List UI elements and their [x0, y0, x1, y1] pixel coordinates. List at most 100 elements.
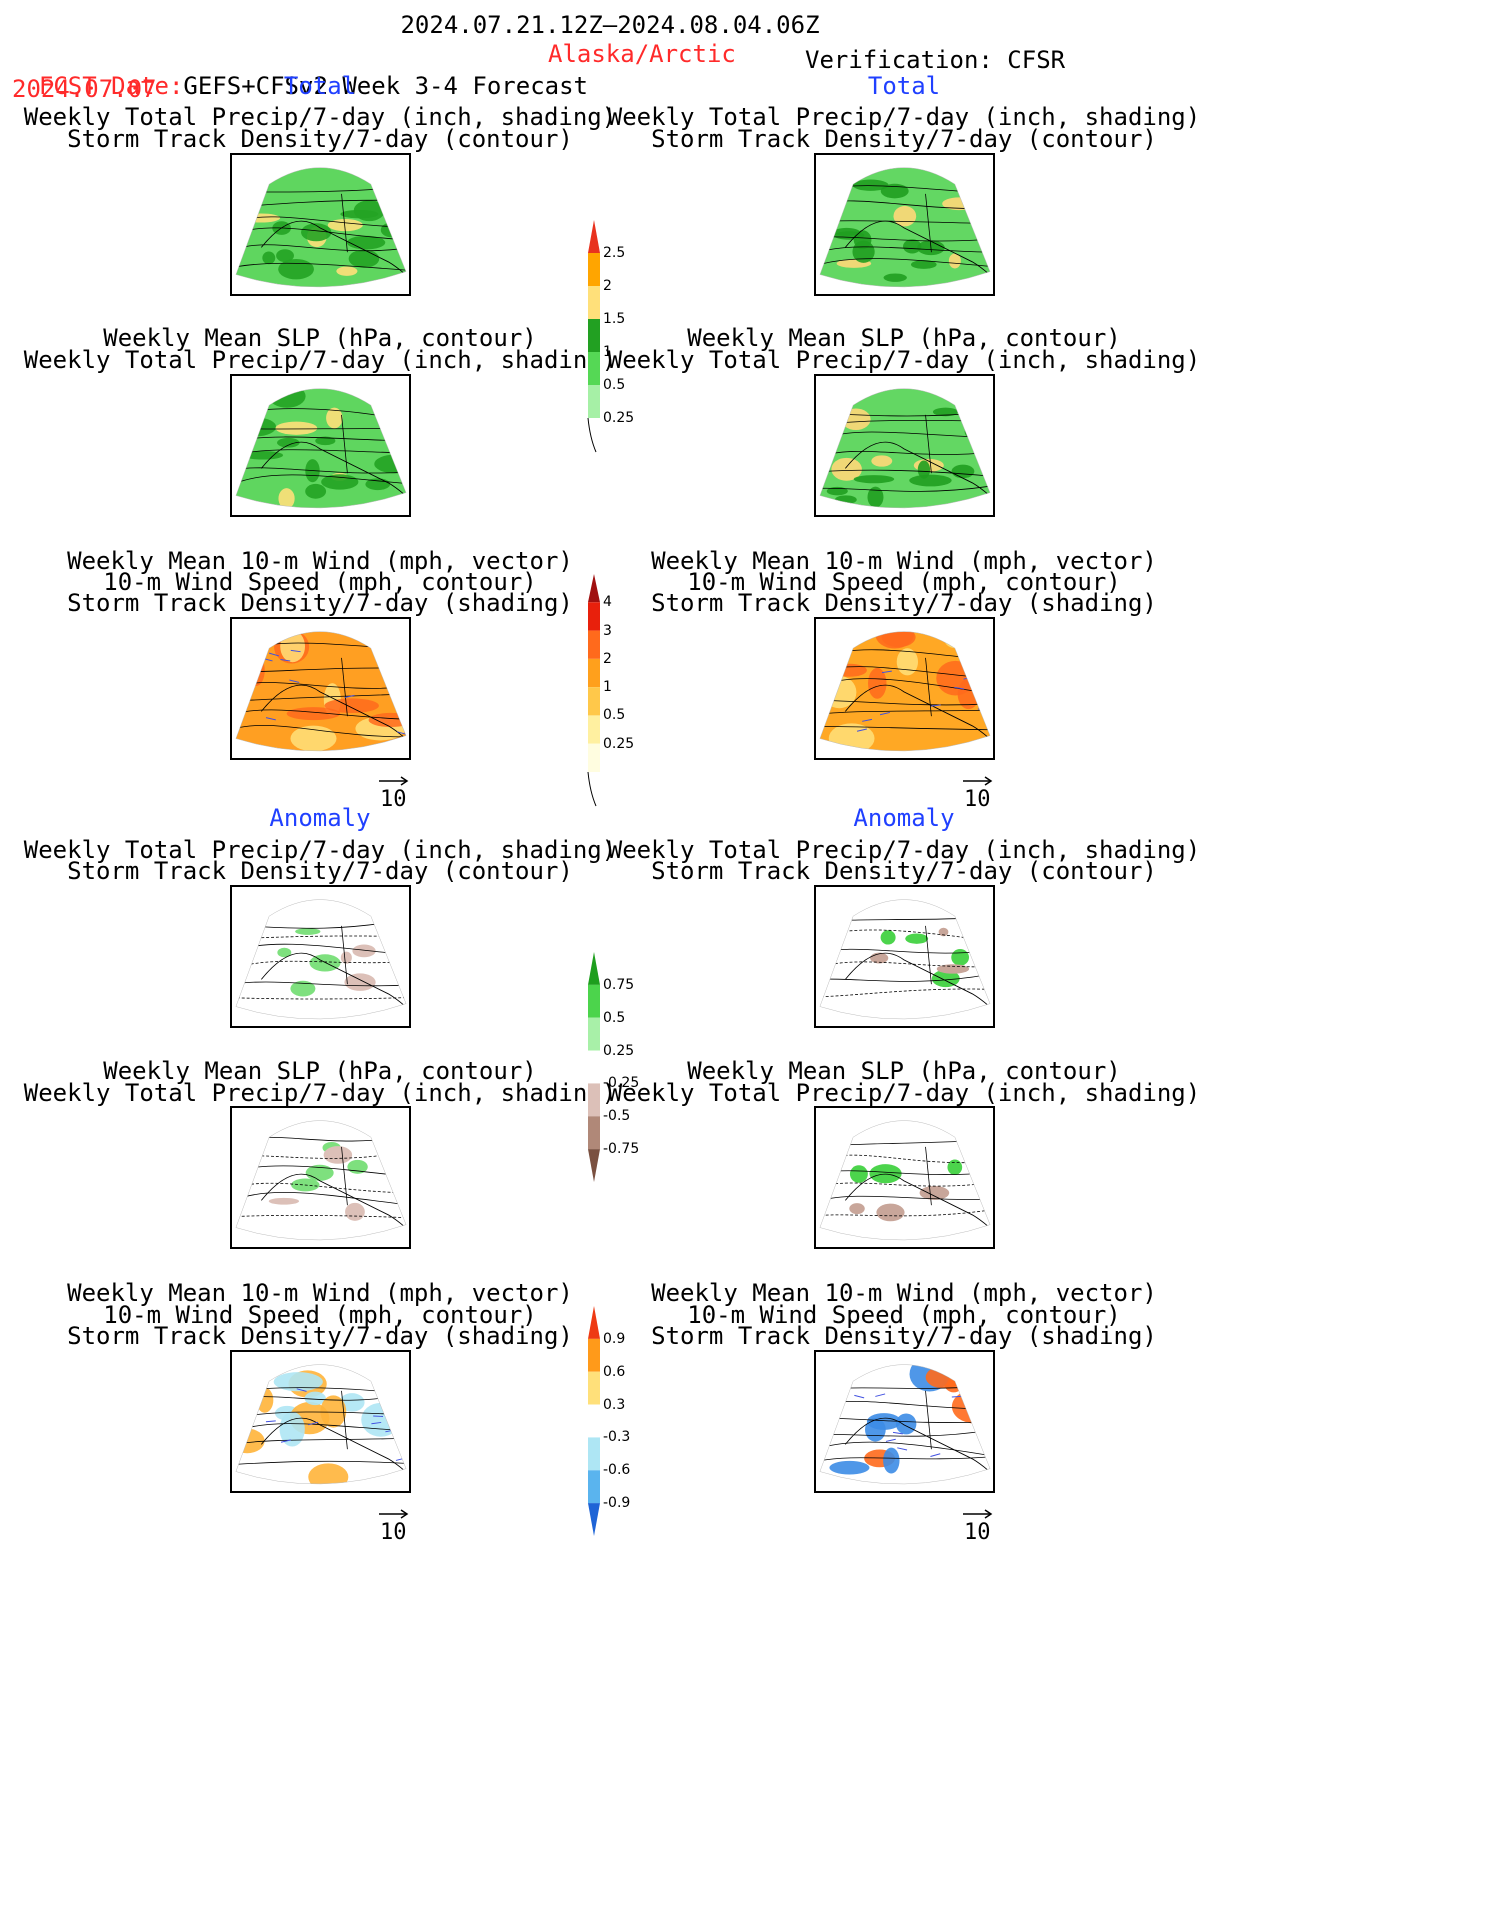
- precip-blob: [852, 179, 889, 191]
- wind-vector: [265, 717, 276, 721]
- colorbar-swatch: [588, 1470, 600, 1504]
- precip-blob: [871, 455, 893, 467]
- section-total-left: Total: [283, 72, 357, 100]
- border-line: [341, 414, 348, 474]
- storm-blob: [247, 654, 265, 686]
- wind-anomaly-blob: [895, 1413, 917, 1435]
- wind-anomaly-blob: [883, 1447, 900, 1474]
- title-line: Storm Track Density/7-day (contour): [651, 125, 1157, 153]
- contour-line: [819, 916, 991, 924]
- map-total-slp-obs: [814, 374, 995, 517]
- precip-blob: [241, 213, 281, 223]
- map-anom-wind-fcst: [230, 1350, 411, 1493]
- colorbar-tick-label: 1.5: [603, 311, 626, 327]
- border-line: [341, 1390, 348, 1450]
- wind-ref-label: 10: [964, 1520, 991, 1545]
- contour-line: [235, 262, 407, 271]
- domain-outline: [235, 899, 407, 1020]
- contour-line: [819, 1209, 991, 1217]
- coastline: [844, 220, 991, 277]
- precip-blob: [909, 474, 952, 487]
- contour-line: [819, 485, 991, 492]
- domain-outline: [235, 1120, 407, 1241]
- title-line: 10-m Wind Speed (mph, contour): [103, 568, 537, 596]
- precip-blob: [917, 460, 931, 479]
- contour-line: [819, 1400, 991, 1410]
- colorbar-tail: [587, 771, 597, 807]
- anomaly-blob: [345, 1202, 365, 1221]
- wind-vector: [280, 1439, 291, 1443]
- precip-blob: [243, 451, 284, 460]
- precip-shading: [235, 388, 407, 508]
- precip-blob: [301, 223, 332, 242]
- map-anom-precip-obs: [814, 885, 995, 1028]
- title-line: Weekly Mean 10-m Wind (mph, vector): [651, 547, 1157, 575]
- storm-blob: [896, 648, 919, 676]
- title-line: Weekly Total Precip/7-day (inch, shading…: [23, 1079, 617, 1107]
- wind-vector: [268, 652, 280, 657]
- contour-line: [235, 474, 407, 485]
- colorbar-tick-label: -0.3: [603, 1429, 631, 1446]
- colorbar-swatch: [588, 602, 600, 631]
- wind-anomaly-blob: [308, 1463, 349, 1484]
- precip-blob: [315, 436, 336, 446]
- precip-blob: [340, 209, 379, 219]
- title-line: Storm Track Density/7-day (shading): [67, 589, 573, 617]
- anomaly-blob: [936, 964, 970, 974]
- wind-vector: [290, 649, 301, 653]
- colorbar-swatch: [588, 1083, 600, 1117]
- title-line: Storm Track Density/7-day (shading): [651, 589, 1157, 617]
- anomaly-blob: [268, 1197, 300, 1205]
- colorbar-tick-label: 0.25: [603, 410, 635, 426]
- border-line: [925, 925, 932, 985]
- colorbar-tail: [587, 417, 597, 453]
- colorbar-tick-label: -0.25: [603, 1075, 640, 1092]
- domain-outline: [819, 167, 991, 288]
- title-line: Weekly Mean SLP (hPa, contour): [103, 324, 537, 352]
- colorbar-swatch: [588, 574, 600, 603]
- wind-anomaly-blob: [829, 1460, 870, 1475]
- wind-vector: [395, 1457, 406, 1461]
- contour-line: [819, 1195, 991, 1202]
- border-line: [341, 193, 348, 253]
- wind-ref-arrow-icon: [963, 776, 993, 786]
- wind-ref-arrow-icon: [963, 1509, 993, 1519]
- wind-anomaly-blob: [320, 1395, 347, 1428]
- anomaly-blob: [919, 1185, 950, 1200]
- map-total-precip-obs: [814, 153, 995, 296]
- colorbar-tick-label: 0.75: [603, 976, 635, 993]
- title-line: Weekly Total Precip/7-day (inch, shading…: [23, 346, 617, 374]
- contour-line: [819, 973, 991, 982]
- wind-anomaly-blob: [951, 1389, 991, 1424]
- contour-line: [235, 1437, 407, 1445]
- title-line: Weekly Mean SLP (hPa, contour): [687, 1057, 1121, 1085]
- colorbar-swatch: [588, 1404, 600, 1438]
- contour-line: [819, 1441, 991, 1457]
- storm-blob: [290, 725, 337, 751]
- title-line: Weekly Total Precip/7-day (inch, shading…: [607, 836, 1201, 864]
- section-anomaly-left: Anomaly: [269, 804, 371, 832]
- colorbar-swatch: [588, 984, 600, 1018]
- anomaly-blob: [947, 1159, 963, 1176]
- anomaly-blob: [344, 973, 376, 991]
- border-line: [925, 1390, 932, 1450]
- section-total-right: Total: [867, 72, 941, 100]
- coastline: [844, 952, 991, 1009]
- contour-line: [235, 467, 407, 474]
- coastline: [260, 952, 407, 1009]
- precip-blob: [970, 393, 991, 408]
- map-total-wind-obs: [814, 617, 995, 760]
- colorbar-storm-total: 4 3 2 1 0.5 0.25: [584, 572, 664, 808]
- colorbar-tick-label: -0.9: [603, 1495, 631, 1512]
- colorbar-tick-label: 0.25: [603, 1042, 635, 1059]
- precip-blob: [336, 266, 358, 276]
- domain-outline: [819, 1364, 991, 1485]
- wind-ref-arrow-icon: [379, 776, 409, 786]
- precip-blob: [236, 417, 277, 437]
- colorbar-tick-label: 4: [603, 594, 612, 611]
- domain-outline: [819, 899, 991, 1020]
- domain-outline: [235, 167, 407, 288]
- contour-line: [819, 988, 991, 998]
- precip-blob: [348, 249, 380, 268]
- contour-line: [819, 725, 991, 731]
